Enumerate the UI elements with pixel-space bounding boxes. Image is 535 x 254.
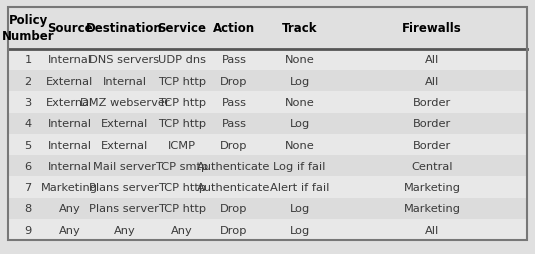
- Text: Firewalls: Firewalls: [402, 22, 462, 35]
- Text: Marketing: Marketing: [403, 182, 461, 192]
- Text: 6: 6: [25, 161, 32, 171]
- Text: 7: 7: [25, 182, 32, 192]
- Text: Border: Border: [413, 98, 451, 107]
- Bar: [8, 177, 527, 198]
- Bar: [8, 71, 527, 92]
- Text: Plans server: Plans server: [89, 204, 159, 214]
- Text: Marketing: Marketing: [403, 204, 461, 214]
- Text: Authenticate: Authenticate: [197, 182, 271, 192]
- Text: ICMP: ICMP: [168, 140, 196, 150]
- Text: TCP smtp: TCP smtp: [155, 161, 209, 171]
- Text: All: All: [425, 76, 439, 86]
- Text: Track: Track: [282, 22, 317, 35]
- Text: DNS servers: DNS servers: [89, 55, 159, 65]
- Text: Service: Service: [157, 22, 207, 35]
- Text: Drop: Drop: [220, 204, 248, 214]
- Text: UDP dns: UDP dns: [158, 55, 206, 65]
- Text: Mail server: Mail server: [93, 161, 156, 171]
- Text: Central: Central: [411, 161, 453, 171]
- Text: DMZ webserver: DMZ webserver: [80, 98, 169, 107]
- Text: Drop: Drop: [220, 225, 248, 235]
- Text: Pass: Pass: [221, 55, 247, 65]
- Text: Any: Any: [59, 204, 80, 214]
- Text: Border: Border: [413, 140, 451, 150]
- Text: TCP http: TCP http: [158, 204, 206, 214]
- Text: Action: Action: [213, 22, 255, 35]
- Bar: [8, 219, 527, 241]
- Bar: [8, 50, 527, 71]
- Text: Authenticate: Authenticate: [197, 161, 271, 171]
- Text: External: External: [101, 140, 148, 150]
- Text: Drop: Drop: [220, 76, 248, 86]
- Text: External: External: [46, 98, 93, 107]
- Text: 8: 8: [25, 204, 32, 214]
- Text: 5: 5: [25, 140, 32, 150]
- Text: Destination: Destination: [86, 22, 163, 35]
- Text: None: None: [285, 55, 315, 65]
- Text: Marketing: Marketing: [41, 182, 98, 192]
- Text: Pass: Pass: [221, 98, 247, 107]
- Text: Drop: Drop: [220, 140, 248, 150]
- Bar: [8, 92, 527, 113]
- Bar: [8, 113, 527, 134]
- Text: Any: Any: [113, 225, 135, 235]
- Text: Internal: Internal: [48, 140, 91, 150]
- Text: Any: Any: [171, 225, 193, 235]
- Text: TCP http: TCP http: [158, 182, 206, 192]
- Bar: [8, 134, 527, 155]
- Text: TCP http: TCP http: [158, 119, 206, 129]
- Text: None: None: [285, 140, 315, 150]
- Text: 1: 1: [25, 55, 32, 65]
- Text: None: None: [285, 98, 315, 107]
- Text: Log: Log: [289, 225, 310, 235]
- Text: Source: Source: [47, 22, 93, 35]
- Bar: [8, 198, 527, 219]
- Text: Pass: Pass: [221, 119, 247, 129]
- Text: Log: Log: [289, 76, 310, 86]
- Bar: [8, 8, 527, 50]
- Text: Internal: Internal: [48, 55, 91, 65]
- Text: TCP http: TCP http: [158, 98, 206, 107]
- Text: Policy
Number: Policy Number: [2, 14, 55, 43]
- Text: Log: Log: [289, 119, 310, 129]
- Text: External: External: [101, 119, 148, 129]
- Text: All: All: [425, 225, 439, 235]
- Text: 9: 9: [25, 225, 32, 235]
- Text: Log: Log: [289, 204, 310, 214]
- Text: Log if fail: Log if fail: [273, 161, 326, 171]
- Text: 3: 3: [25, 98, 32, 107]
- Text: External: External: [46, 76, 93, 86]
- Text: Plans server: Plans server: [89, 182, 159, 192]
- Text: Alert if fail: Alert if fail: [270, 182, 329, 192]
- Text: 4: 4: [25, 119, 32, 129]
- Text: TCP http: TCP http: [158, 76, 206, 86]
- Text: All: All: [425, 55, 439, 65]
- Text: 2: 2: [25, 76, 32, 86]
- Text: Border: Border: [413, 119, 451, 129]
- Text: Any: Any: [59, 225, 80, 235]
- Text: Internal: Internal: [48, 119, 91, 129]
- Text: Internal: Internal: [48, 161, 91, 171]
- Text: Internal: Internal: [102, 76, 147, 86]
- Bar: [8, 155, 527, 177]
